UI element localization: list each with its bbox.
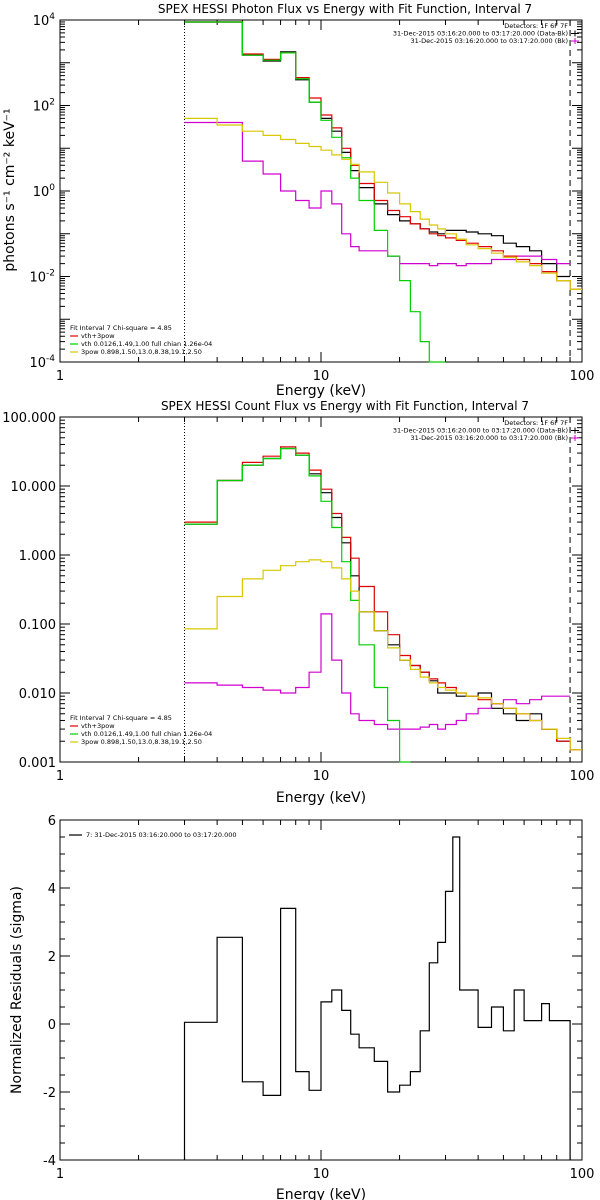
y-tick-label: 1.000 (19, 549, 56, 564)
y-tick-label: 0.010 (19, 687, 56, 702)
photon-flux-panel: SPEX HESSI Photon Flux vs Energy with Fi… (2, 2, 594, 399)
x-tick-label: 10 (313, 369, 330, 384)
x-tick-label: 100 (570, 369, 595, 384)
series-data-bk (184, 21, 571, 278)
series-vth (184, 21, 446, 363)
y-tick-label: 6 (48, 814, 56, 829)
y-tick-label: 100 (33, 183, 56, 200)
legend-label: vth 0.0126,1.49,1.00 full chian 1.26e-04 (81, 340, 212, 348)
y-tick-label: 10-4 (29, 354, 55, 371)
residuals-frame (59, 819, 583, 1161)
header-line: 31-Dec-2015 03:16:20.000 to 03:17:20.000… (393, 30, 568, 38)
series-background (184, 121, 571, 267)
fit-header: Fit Interval 7 Chi-square = 4.85 (70, 324, 172, 332)
fit-header: Fit Interval 7 Chi-square = 4.85 (70, 714, 172, 722)
y-tick-label: 104 (33, 12, 56, 29)
y-tick-label: 2 (48, 950, 56, 965)
legend-label: vth 0.0126,1.49,1.00 full chian 1.26e-04 (81, 730, 212, 738)
series-vth (184, 447, 411, 763)
y-tick-label: 0 (48, 1018, 56, 1033)
header-line: 31-Dec-2015 03:16:20.000 to 03:17:20.000… (411, 434, 569, 442)
residuals-ylabel: Normalized Residuals (sigma) (9, 886, 25, 1094)
header-line: Detectors: 1F 6F 7F (504, 419, 568, 427)
legend-label: 7: 31-Dec-2015 03:16:20.000 to 03:17:20.… (86, 831, 237, 839)
residuals-xlabel: Energy (keV) (276, 1187, 366, 1200)
count-flux-panel: SPEX HESSI Count Flux vs Energy with Fit… (2, 399, 594, 806)
series-7-31-dec-2015-03-16-20-000-to-03-17-20-000 (183, 836, 571, 1160)
y-tick-label: -4 (43, 1154, 56, 1169)
y-tick-label: 102 (33, 98, 55, 115)
legend-label: vth+3pow (81, 332, 115, 340)
legend-label: 3pow 0.898,1.50,13.0,8.38,19.1,2.50 (81, 738, 202, 746)
legend-label: vth+3pow (81, 722, 115, 730)
series-vth-3pow (184, 446, 582, 751)
y-tick-label: 10-2 (29, 269, 55, 286)
y-tick-label: -2 (43, 1086, 56, 1101)
x-tick-label: 10 (313, 769, 330, 784)
y-tick-label: 4 (48, 882, 56, 897)
series-3pow (184, 559, 582, 751)
header-line: Detectors: 1F 6F 7F (504, 22, 568, 30)
photon-flux-ylabel: photons s⁻¹ cm⁻² keV⁻¹ (2, 108, 18, 271)
x-tick-label: 1 (56, 1167, 64, 1182)
count-flux-title: SPEX HESSI Count Flux vs Energy with Fit… (161, 399, 529, 413)
y-tick-label: 100.000 (2, 411, 56, 426)
series-vth-3pow (184, 21, 582, 290)
x-tick-label: 100 (570, 1167, 595, 1182)
x-tick-label: 100 (570, 769, 595, 784)
y-tick-label: 0.001 (19, 756, 56, 771)
residuals-panel: Energy (keV) Normalized Residuals (sigma… (9, 814, 594, 1200)
photon-flux-xlabel: Energy (keV) (276, 383, 366, 399)
legend-label: 3pow 0.898,1.50,13.0,8.38,19.1,2.50 (81, 348, 202, 356)
x-tick-label: 1 (56, 369, 64, 384)
x-tick-label: 1 (56, 769, 64, 784)
header-line: 31-Dec-2015 03:16:20.000 to 03:17:20.000… (393, 427, 568, 435)
y-tick-label: 0.100 (19, 618, 56, 633)
y-tick-label: 10.000 (11, 480, 57, 495)
x-tick-label: 10 (313, 1167, 330, 1182)
header-line: 31-Dec-2015 03:16:20.000 to 03:17:20.000… (411, 37, 569, 45)
series-3pow (184, 117, 582, 290)
photon-flux-title: SPEX HESSI Photon Flux vs Energy with Fi… (158, 2, 532, 16)
count-flux-xlabel: Energy (keV) (276, 790, 366, 806)
